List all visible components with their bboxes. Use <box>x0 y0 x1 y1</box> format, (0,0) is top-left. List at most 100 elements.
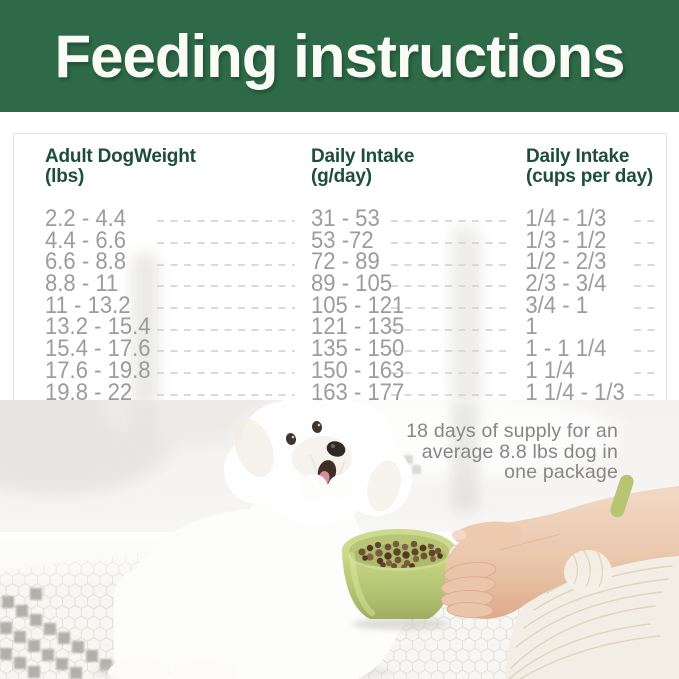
cups-cell: 1/2 - 2/3 <box>525 248 607 276</box>
weight-cell: 15.4 - 17.6 <box>45 335 151 363</box>
grams-cell: 121 - 135 <box>311 313 405 341</box>
dotted-leader <box>157 285 295 288</box>
table-row: 17.6 - 19.8 150 - 163 1 1/4 <box>14 356 666 384</box>
grams-cell: 150 - 163 <box>311 356 405 384</box>
supply-note-line: one package <box>504 461 618 483</box>
column-header-line: Adult DogWeight <box>45 146 196 167</box>
dotted-leader <box>634 307 658 310</box>
cups-cell: 1/4 - 1/3 <box>525 205 607 232</box>
background-blur-streak <box>451 226 481 406</box>
dog-ear <box>234 419 274 477</box>
table-header-row: Adult DogWeight (lbs) Daily Intake (g/da… <box>14 134 666 187</box>
cups-cell: 3/4 - 1 <box>525 291 589 319</box>
dotted-leader <box>391 242 507 245</box>
hand-holding-bowl <box>440 486 679 619</box>
dotted-leader <box>634 263 658 266</box>
arm <box>444 486 679 619</box>
dotted-leader <box>634 372 658 375</box>
cups-cell: 1/3 - 1/2 <box>525 226 607 254</box>
dotted-leader <box>157 263 295 266</box>
table-row: 6.6 - 8.8 72 - 89 1/2 - 2/3 <box>14 248 666 276</box>
column-header-weight: Adult DogWeight (lbs) <box>45 147 311 187</box>
weight-cell: 19.8 - 22 <box>45 378 133 406</box>
grams-cell: 72 - 89 <box>311 248 380 276</box>
cups-cell: 1 - 1 1/4 <box>525 335 607 363</box>
dotted-leader <box>391 220 507 223</box>
dog-ear <box>367 460 401 512</box>
supply-note-line: average 8.8 lbs dog in <box>421 440 618 463</box>
kibble <box>358 540 443 568</box>
grams-cell: 163 - 177 <box>311 378 405 406</box>
weight-cell: 6.6 - 8.8 <box>45 248 127 276</box>
weight-cell: 4.4 - 6.6 <box>45 226 127 254</box>
green-utensil <box>610 474 634 518</box>
dotted-leader <box>157 242 295 245</box>
grams-cell: 53 -72 <box>311 226 374 254</box>
column-header-grams: Daily Intake (g/day) <box>311 147 526 187</box>
weight-cell: 11 - 13.2 <box>45 291 131 319</box>
dotted-leader <box>391 350 507 353</box>
table-row: 19.8 - 22 163 - 177 1 1/4 - 1/3 <box>14 378 666 406</box>
dog-feeding-photo <box>0 372 679 679</box>
dotted-leader <box>634 285 658 288</box>
cups-cell: 1 <box>525 313 538 341</box>
table-body: 2.2 - 4.4 31 - 53 1/4 - 1/3 4.4 - 6.6 53… <box>14 205 666 406</box>
green-bowl <box>342 529 470 630</box>
dotted-leader <box>634 328 658 331</box>
dotted-leader <box>157 372 295 375</box>
grams-cell: 105 - 121 <box>311 291 405 319</box>
column-header-cups: Daily Intake (cups per day) <box>526 147 658 187</box>
dotted-leader <box>391 307 507 310</box>
grams-cell: 135 - 150 <box>311 335 405 363</box>
cups-cell: 1 1/4 - 1/3 <box>525 378 625 406</box>
sleeve-cuff <box>564 547 612 594</box>
table-row: 8.8 - 11 89 - 105 2/3 - 3/4 <box>14 270 666 298</box>
cups-cell: 2/3 - 3/4 <box>525 270 607 298</box>
column-header-line: Daily Intake <box>311 146 415 167</box>
dotted-leader <box>634 242 658 245</box>
dotted-leader <box>391 328 507 331</box>
grams-cell: 89 - 105 <box>311 270 393 298</box>
dotted-leader <box>157 328 295 331</box>
table-row: 15.4 - 17.6 135 - 150 1 - 1 1/4 <box>14 335 666 363</box>
background-blur-streak <box>131 252 159 406</box>
cups-cell: 1 1/4 <box>525 356 575 384</box>
column-header-line: (cups per day) <box>526 166 654 187</box>
supply-note: 18 days of supply for an average 8.8 lbs… <box>406 421 618 483</box>
supply-note-line: 18 days of supply for an <box>406 420 618 442</box>
table-row: 11 - 13.2 105 - 121 3/4 - 1 <box>14 291 666 319</box>
photo-illustration <box>0 372 679 679</box>
dotted-leader <box>391 263 507 266</box>
thumb <box>454 521 522 547</box>
white-dog <box>92 394 412 679</box>
dotted-leader <box>634 220 658 223</box>
dotted-leader <box>391 372 507 375</box>
column-header-line: (g/day) <box>311 166 372 187</box>
dotted-leader <box>634 350 658 353</box>
feeding-table-card: Adult DogWeight (lbs) Daily Intake (g/da… <box>13 133 667 407</box>
dotted-leader <box>391 285 507 288</box>
grams-cell: 31 - 53 <box>311 205 380 232</box>
weight-cell: 8.8 - 11 <box>45 270 119 298</box>
greek-key-tiles-left <box>0 588 112 679</box>
column-header-line: Daily Intake <box>526 146 630 167</box>
fingers <box>440 561 497 618</box>
dotted-leader <box>391 393 507 396</box>
weight-cell: 13.2 - 15.4 <box>45 313 151 341</box>
weight-cell: 2.2 - 4.4 <box>45 205 127 232</box>
dotted-leader <box>157 220 295 223</box>
dog-face <box>285 421 352 502</box>
thumbnail <box>452 530 466 540</box>
dotted-leader <box>157 307 295 310</box>
table-row: 2.2 - 4.4 31 - 53 1/4 - 1/3 <box>14 205 666 232</box>
dotted-leader <box>634 393 658 396</box>
table-row: 13.2 - 15.4 121 - 135 1 <box>14 313 666 341</box>
dotted-leader <box>157 350 295 353</box>
weight-cell: 17.6 - 19.8 <box>45 356 151 384</box>
header-banner: Feeding instructions <box>0 0 679 112</box>
page-title: Feeding instructions <box>54 22 625 90</box>
column-header-line: (lbs) <box>45 166 85 187</box>
table-row: 4.4 - 6.6 53 -72 1/3 - 1/2 <box>14 226 666 254</box>
dotted-leader <box>157 393 295 396</box>
